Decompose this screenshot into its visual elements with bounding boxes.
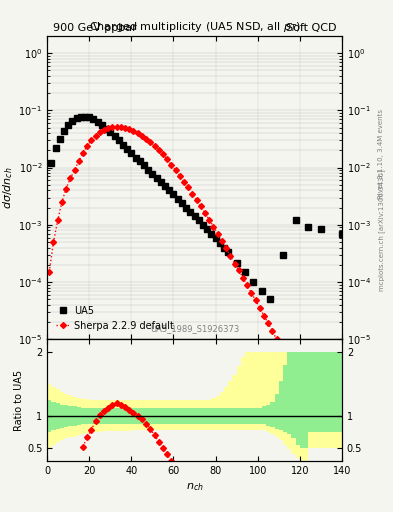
Sherpa 2.2.9 default: [47, 269, 51, 275]
Sherpa 2.2.9 default: [119, 124, 123, 130]
Sherpa 2.2.9 default: [296, 374, 300, 380]
Line: Sherpa 2.2.9 default: Sherpa 2.2.9 default: [47, 124, 342, 456]
UA5: [180, 200, 184, 206]
UA5: [268, 296, 273, 303]
Line: UA5: UA5: [49, 114, 345, 302]
UA5: [340, 231, 344, 237]
Y-axis label: $d\sigma/dn_{ch}$: $d\sigma/dn_{ch}$: [2, 166, 15, 209]
Sherpa 2.2.9 default: [140, 133, 144, 139]
Text: UA5_1989_S1926373: UA5_1989_S1926373: [150, 324, 239, 333]
Title: Charged multiplicity (UA5 NSD, all $p_T$): Charged multiplicity (UA5 NSD, all $p_T$…: [88, 20, 301, 34]
Text: mcplots.cern.ch [arXiv:1306.3436]: mcplots.cern.ch [arXiv:1306.3436]: [378, 169, 385, 291]
Sherpa 2.2.9 default: [85, 143, 90, 149]
Text: Soft QCD: Soft QCD: [286, 23, 336, 33]
UA5: [79, 114, 83, 120]
Sherpa 2.2.9 default: [338, 451, 342, 457]
UA5: [112, 133, 117, 139]
Sherpa 2.2.9 default: [114, 123, 119, 130]
Legend: UA5, Sherpa 2.2.9 default: UA5, Sherpa 2.2.9 default: [52, 302, 178, 334]
UA5: [192, 214, 197, 220]
UA5: [222, 245, 226, 251]
Text: 900 GeV ppbar: 900 GeV ppbar: [53, 23, 137, 33]
Sherpa 2.2.9 default: [299, 382, 304, 388]
Sherpa 2.2.9 default: [211, 224, 216, 230]
Y-axis label: Ratio to UA5: Ratio to UA5: [14, 370, 24, 431]
X-axis label: $n_{ch}$: $n_{ch}$: [185, 481, 204, 493]
UA5: [184, 205, 189, 211]
UA5: [196, 217, 201, 223]
UA5: [49, 160, 54, 166]
Text: Rivet 3.1.10, 3.4M events: Rivet 3.1.10, 3.4M events: [378, 109, 384, 199]
